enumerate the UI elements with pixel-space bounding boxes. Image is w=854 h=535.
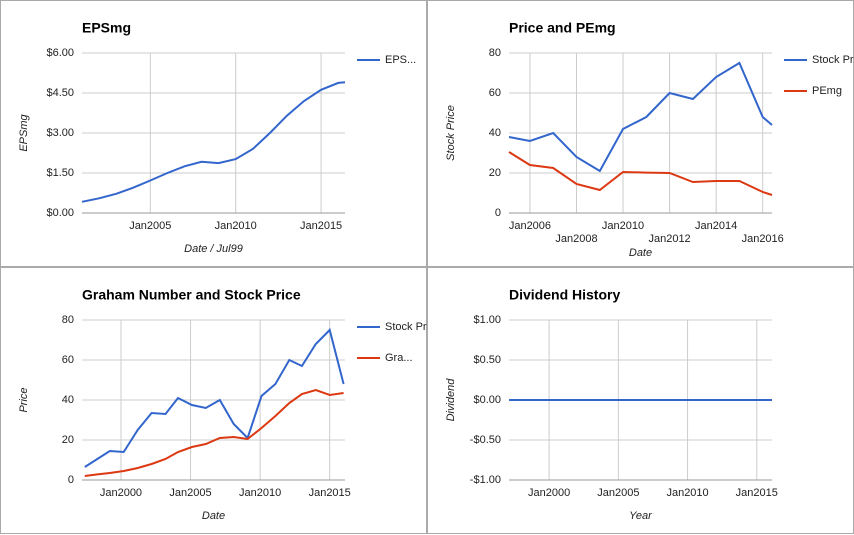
x-tick-label: Jan2010	[666, 487, 708, 499]
y-tick-label: -$1.00	[470, 474, 501, 486]
legend-label: PEmg	[812, 85, 842, 97]
x-tick-label: Jan2010	[215, 220, 257, 232]
x-axis-title: Date / Jul99	[184, 243, 243, 255]
x-tick-label: Jan2006	[509, 220, 551, 232]
y-tick-label: $4.50	[46, 87, 74, 99]
y-axis-title: EPSmg	[18, 113, 30, 151]
data-line	[84, 328, 345, 468]
data-line	[81, 81, 346, 203]
x-tick-label: Jan2014	[695, 220, 737, 232]
x-axis-title: Date	[202, 510, 225, 522]
x-tick-label: Jan2000	[100, 487, 142, 499]
chart-panel: Dividend History -$1.00 -$0.50 $0.00 $0.50 $1…	[427, 267, 854, 534]
y-tick-label: 80	[489, 47, 501, 59]
x-tick-label: Jan2008	[555, 233, 597, 245]
y-tick-label: $1.50	[46, 167, 74, 179]
y-axis-title: Price	[18, 387, 30, 412]
y-tick-label: 40	[489, 127, 501, 139]
x-tick-label: Jan2016	[742, 233, 784, 245]
y-tick-label: -$0.50	[470, 434, 501, 446]
y-tick-label: 20	[489, 167, 501, 179]
legend-label: Stock Price	[812, 54, 854, 66]
x-tick-label: Jan2015	[300, 220, 342, 232]
data-line	[508, 151, 773, 196]
legend-label: Gra...	[385, 352, 413, 364]
data-line	[508, 61, 773, 173]
y-tick-label: 40	[62, 394, 74, 406]
y-tick-label: 20	[62, 434, 74, 446]
y-tick-label: 60	[489, 87, 501, 99]
x-tick-label: Jan2005	[169, 487, 211, 499]
y-tick-label: $0.50	[473, 354, 501, 366]
chart-title: Price and PEmg	[509, 20, 616, 36]
legend-label: Stock Price	[385, 321, 441, 333]
y-axis-title: Stock Price	[445, 105, 457, 161]
y-tick-label: $3.00	[46, 127, 74, 139]
x-tick-label: Jan2005	[129, 220, 171, 232]
chart-panel: Price and PEmg 0 20 40 60 80 Jan2006 Jan2008 Jan…	[427, 0, 854, 267]
chart-panel: EPSmg $0.00 $1.50 $3.00 $4.50 $6.00 Jan2005 Jan…	[0, 0, 427, 267]
x-axis-title: Date	[629, 247, 652, 259]
chart-title: Graham Number and Stock Price	[82, 287, 301, 303]
chart-title: Dividend History	[509, 287, 620, 303]
x-tick-label: Jan2010	[602, 220, 644, 232]
y-tick-label: 80	[62, 314, 74, 326]
x-tick-label: Jan2012	[648, 233, 690, 245]
x-tick-label: Jan2005	[597, 487, 639, 499]
x-tick-label: Jan2000	[528, 487, 570, 499]
chart-title: EPSmg	[82, 20, 131, 36]
y-tick-label: 60	[62, 354, 74, 366]
y-axis-title: Dividend	[445, 378, 457, 422]
x-tick-label: Jan2015	[736, 487, 778, 499]
x-tick-label: Jan2010	[239, 487, 281, 499]
x-tick-label: Jan2015	[309, 487, 351, 499]
y-tick-label: 0	[68, 474, 74, 486]
y-tick-label: $6.00	[46, 47, 74, 59]
y-tick-label: $1.00	[473, 314, 501, 326]
chart-panel: Graham Number and Stock Price 0 20 40 60 80 Ja…	[0, 267, 441, 534]
y-tick-label: 0	[495, 207, 501, 219]
x-axis-title: Year	[629, 510, 653, 522]
data-line	[84, 388, 344, 477]
y-tick-label: $0.00	[473, 394, 501, 406]
legend-label: EPS...	[385, 54, 416, 66]
y-tick-label: $0.00	[46, 207, 74, 219]
